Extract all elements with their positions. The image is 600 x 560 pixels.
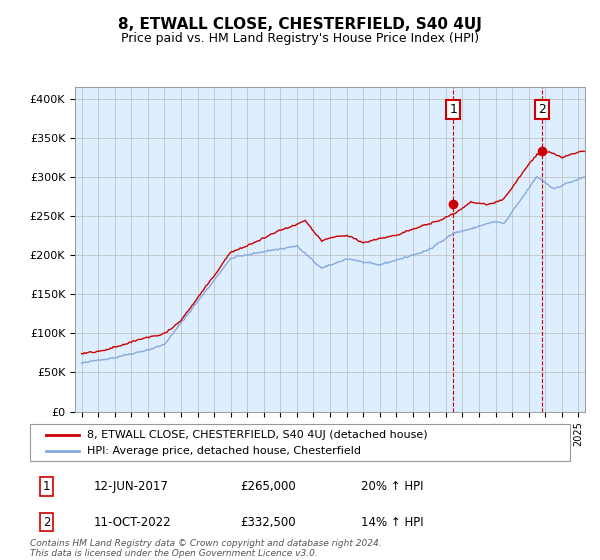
- Text: 2: 2: [538, 103, 545, 116]
- Text: 1: 1: [43, 480, 50, 493]
- Text: 14% ↑ HPI: 14% ↑ HPI: [361, 516, 424, 529]
- Text: 1: 1: [449, 103, 457, 116]
- Text: 8, ETWALL CLOSE, CHESTERFIELD, S40 4UJ (detached house): 8, ETWALL CLOSE, CHESTERFIELD, S40 4UJ (…: [86, 430, 427, 440]
- Text: 20% ↑ HPI: 20% ↑ HPI: [361, 480, 424, 493]
- Text: Price paid vs. HM Land Registry's House Price Index (HPI): Price paid vs. HM Land Registry's House …: [121, 32, 479, 45]
- Text: £332,500: £332,500: [240, 516, 295, 529]
- Text: 11-OCT-2022: 11-OCT-2022: [94, 516, 171, 529]
- Text: 12-JUN-2017: 12-JUN-2017: [94, 480, 169, 493]
- Text: 8, ETWALL CLOSE, CHESTERFIELD, S40 4UJ: 8, ETWALL CLOSE, CHESTERFIELD, S40 4UJ: [118, 17, 482, 32]
- FancyBboxPatch shape: [30, 423, 570, 461]
- Text: HPI: Average price, detached house, Chesterfield: HPI: Average price, detached house, Ches…: [86, 446, 361, 456]
- Text: Contains HM Land Registry data © Crown copyright and database right 2024.
This d: Contains HM Land Registry data © Crown c…: [30, 539, 382, 558]
- Text: £265,000: £265,000: [240, 480, 296, 493]
- Text: 2: 2: [43, 516, 50, 529]
